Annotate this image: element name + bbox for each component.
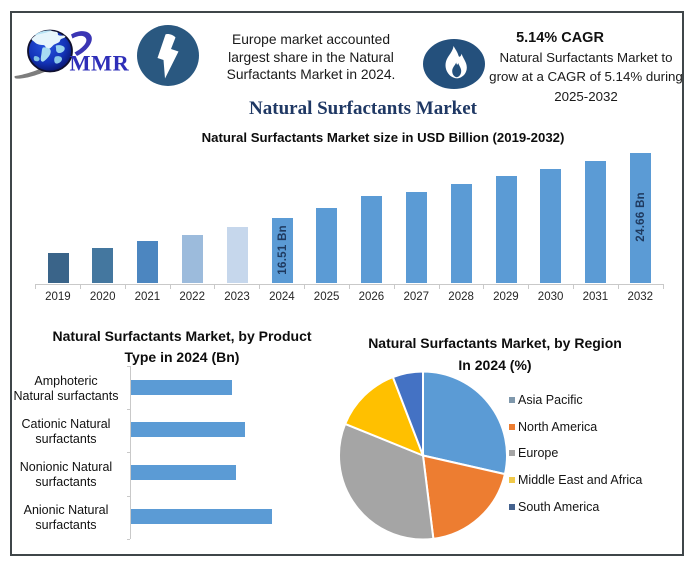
svg-text:MMR: MMR <box>70 51 130 76</box>
